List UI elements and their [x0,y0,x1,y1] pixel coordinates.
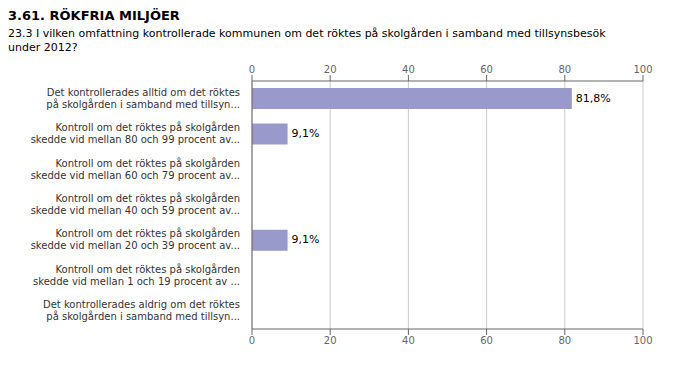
svg-text:0: 0 [249,335,255,346]
svg-text:60: 60 [480,64,493,75]
svg-text:81,8%: 81,8% [576,92,611,105]
svg-text:Kontroll om det röktes på skol: Kontroll om det röktes på skolgårdensked… [31,121,240,145]
svg-text:Kontroll om det röktes på skol: Kontroll om det röktes på skolgårdensked… [31,157,240,181]
svg-text:20: 20 [324,335,337,346]
svg-text:80: 80 [558,64,571,75]
svg-text:100: 100 [633,64,652,75]
svg-text:20: 20 [324,64,337,75]
svg-text:Kontroll om det röktes på skol: Kontroll om det röktes på skolgårdensked… [31,192,240,216]
html-text:23.3 I vilken omfattning kontr: 23.3 I vilken omfattning kontrollerade k… [8,27,606,54]
svg-text:40: 40 [402,335,415,346]
svg-text:60: 60 [480,335,493,346]
svg-text:0: 0 [249,64,255,75]
svg-text:Kontroll om det röktes på skol: Kontroll om det röktes på skolgårdensked… [33,263,240,287]
svg-text:9,1%: 9,1% [292,233,320,246]
svg-text:Det kontrollerades alltid om d: Det kontrollerades alltid om det röktesp… [46,87,240,110]
svg-text:Det kontrollerades aldrig om d: Det kontrollerades aldrig om det röktesp… [43,299,240,322]
html-text:3.61. RÖKFRIA MILJÖER: 3.61. RÖKFRIA MILJÖER [8,8,180,23]
svg-text:80: 80 [558,335,571,346]
svg-text:100: 100 [633,335,652,346]
svg-text:Kontroll om det röktes på skol: Kontroll om det röktes på skolgårdensked… [31,227,240,251]
svg-text:9,1%: 9,1% [292,127,320,140]
svg-text:40: 40 [402,64,415,75]
